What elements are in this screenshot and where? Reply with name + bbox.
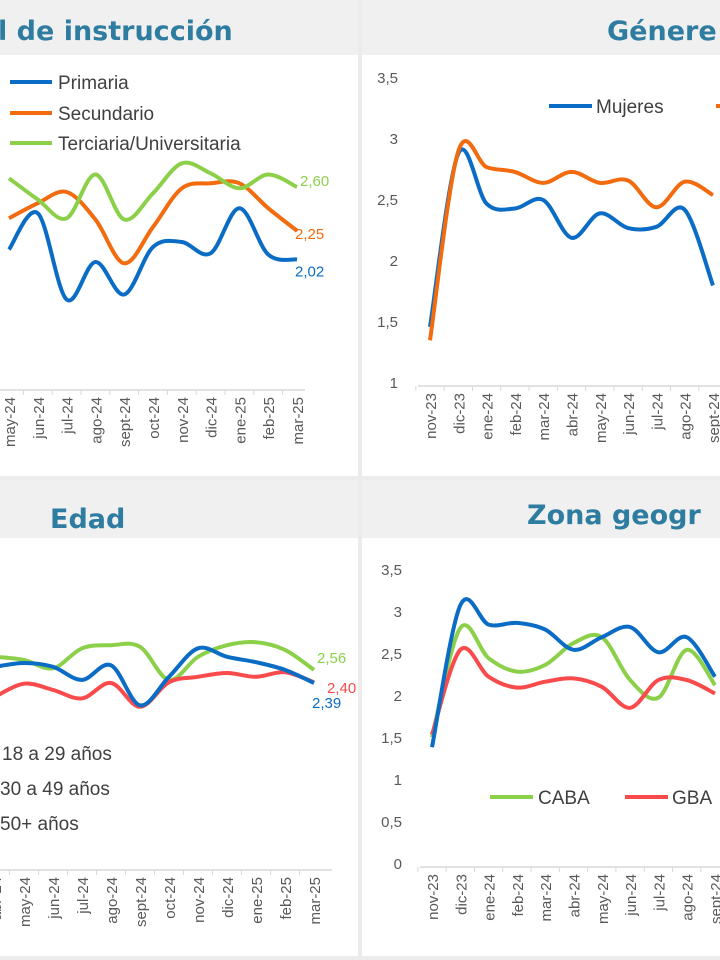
y-tick-label: 1,5 xyxy=(381,730,402,747)
x-tick-label: ene-25 xyxy=(232,397,249,444)
x-tick-label: mar-24 xyxy=(536,393,553,441)
x-tick-label: ene-24 xyxy=(480,393,497,440)
chart-title-zona: Zona geogr xyxy=(527,500,701,531)
x-tick-label: nov-23 xyxy=(423,393,440,439)
x-tick-label: ago-24 xyxy=(680,874,697,921)
x-tick-label: feb-25 xyxy=(261,397,278,440)
chart-title-instruccion: l de instrucción xyxy=(0,16,233,47)
x-tick-label: jul-24 xyxy=(75,877,92,915)
chart-2-plot: abr-24 may-24 jun-24 jul-24 ago-24 sept-24 oct… xyxy=(0,639,332,927)
x-tick-label: dic-24 xyxy=(204,397,221,438)
x-tick-label: dic-23 xyxy=(453,874,470,915)
y-tick-label: 2 xyxy=(390,253,398,270)
x-tick-label: mar-25 xyxy=(307,877,324,925)
x-tick-label: dic-24 xyxy=(220,877,237,918)
y-tick-label: 2,5 xyxy=(377,192,398,209)
legend-mujeres: Mujeres xyxy=(596,97,664,118)
y-tick-label: 3 xyxy=(394,604,402,621)
x-tick-label: sept-24 xyxy=(706,393,720,443)
y-tick-label: 0 xyxy=(394,856,402,873)
y-tick-label: 0,5 xyxy=(381,814,402,831)
chart-title-edad: Edad xyxy=(50,504,125,535)
x-tick-label: ago-24 xyxy=(104,877,121,924)
series-line-series-1 xyxy=(428,139,715,341)
title-bar-zona xyxy=(362,480,720,538)
x-tick-label: may-24 xyxy=(595,874,612,924)
series-line-series-0 xyxy=(0,639,316,682)
legend-gba: GBA xyxy=(672,788,712,809)
x-tick-label: may-24 xyxy=(593,393,610,443)
end-value-label: 2,56 xyxy=(317,650,346,667)
end-value-label: 2,40 xyxy=(327,680,356,697)
y-tick-label: 3,5 xyxy=(381,562,402,579)
x-tick-label: nov-24 xyxy=(191,877,208,923)
x-tick-label: ene-25 xyxy=(249,877,266,924)
legend-30-49: 30 a 49 años xyxy=(0,779,110,800)
y-tick-label: 2,5 xyxy=(381,646,402,663)
y-tick-label: 3 xyxy=(390,131,398,148)
x-tick-label: nov-24 xyxy=(175,397,192,443)
title-bar-instruccion xyxy=(0,0,358,55)
x-tick-label: jun-24 xyxy=(46,877,63,920)
y-tick-label: 1 xyxy=(394,772,402,789)
end-value-label: 2,02 xyxy=(295,264,324,281)
y-tick-label: 1,5 xyxy=(377,314,398,331)
y-tick-label: 2 xyxy=(394,688,402,705)
chart-0-plot: may-24 jun-24 jul-24 ago-24 sept-24 oct-24 nov… xyxy=(0,160,307,447)
title-bar-genero xyxy=(362,0,720,55)
x-tick-label: sept-24 xyxy=(708,874,720,924)
x-tick-label: nov-23 xyxy=(425,874,442,920)
x-tick-label: abr-24 xyxy=(565,393,582,436)
x-tick-label: jul-24 xyxy=(60,397,77,435)
x-tick-label: jun-24 xyxy=(31,397,48,440)
chart-1-plot: nov-23 dic-23 ene-24 feb-24 mar-24 abr-24 may-… xyxy=(415,139,720,443)
end-value-label: 2,39 xyxy=(312,695,341,712)
y-tick-label: 1 xyxy=(390,375,398,392)
legend-50-plus: 50+ años xyxy=(0,814,79,835)
end-value-label: 2,60 xyxy=(300,173,329,190)
x-tick-label: abr-24 xyxy=(0,877,5,920)
x-tick-label: jul-24 xyxy=(649,393,666,431)
x-tick-label: mar-24 xyxy=(538,874,555,922)
legend-primaria: Primaria xyxy=(58,73,129,94)
series-line-caba xyxy=(430,623,717,738)
y-tick-label: 3,5 xyxy=(377,70,398,87)
x-tick-label: ene-24 xyxy=(482,874,499,921)
title-bar-edad xyxy=(0,480,358,538)
x-tick-label: feb-24 xyxy=(508,393,525,436)
x-tick-label: ago-24 xyxy=(678,393,695,440)
x-tick-label: jun-24 xyxy=(623,874,640,917)
end-value-label: 2,25 xyxy=(295,226,324,243)
legend-caba: CABA xyxy=(538,788,590,809)
series-line-series-2 xyxy=(430,597,717,748)
chart-title-genero: Génere xyxy=(607,16,717,47)
legend-18-29: 18 a 29 años xyxy=(2,744,112,765)
x-tick-label: jun-24 xyxy=(621,393,638,436)
legend-terciaria: Terciaria/Universitaria xyxy=(58,134,241,155)
series-line-primaria xyxy=(7,206,298,303)
x-tick-label: oct-24 xyxy=(146,397,163,439)
x-tick-label: may-24 xyxy=(17,877,34,927)
x-tick-label: jul-24 xyxy=(651,874,668,912)
x-tick-label: dic-23 xyxy=(451,393,468,434)
x-tick-label: sept-24 xyxy=(117,397,134,447)
x-tick-label: may-24 xyxy=(2,397,19,447)
x-tick-label: abr-24 xyxy=(567,874,584,917)
x-tick-label: sept-24 xyxy=(133,877,150,927)
panel-divider-horizontal xyxy=(0,476,720,480)
x-tick-label: ago-24 xyxy=(88,397,105,444)
x-tick-label: feb-25 xyxy=(278,877,295,920)
series-line-series-2 xyxy=(0,645,315,708)
x-tick-label: feb-24 xyxy=(510,874,527,917)
legend-secundario: Secundario xyxy=(58,104,154,125)
panel-divider-bottom xyxy=(0,956,720,960)
chart-3-plot: nov-23 dic-23 ene-24 feb-24 mar-24 abr-24 may-… xyxy=(417,597,720,924)
series-line-mujeres xyxy=(428,147,715,328)
x-tick-label: mar-25 xyxy=(290,397,307,445)
x-tick-label: oct-24 xyxy=(162,877,179,919)
